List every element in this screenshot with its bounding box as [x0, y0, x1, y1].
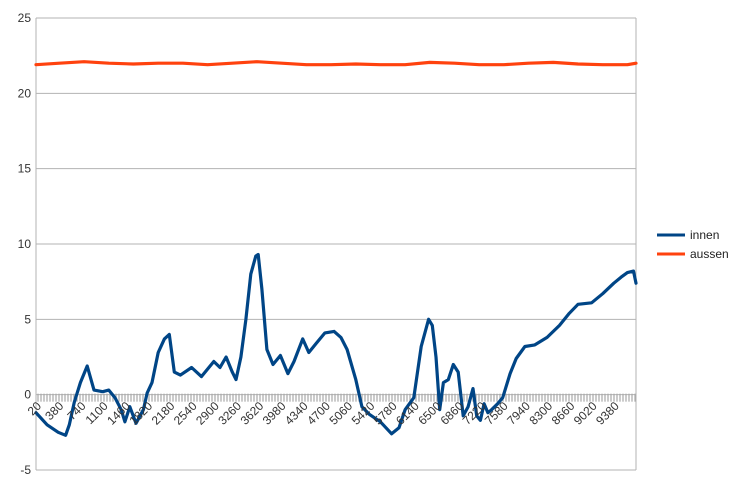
x-tick-label: 7580	[482, 399, 511, 428]
x-tick-label: 8660	[549, 399, 578, 428]
y-tick-label: 0	[24, 388, 31, 402]
x-tick-label: 6140	[393, 399, 422, 428]
series-line-innen	[34, 252, 638, 437]
y-tick-label: 25	[18, 11, 32, 25]
x-tick-label: 8300	[526, 399, 555, 428]
x-tick-label: 9380	[593, 399, 622, 428]
series-line-aussen	[34, 60, 638, 67]
x-tick-label: 3260	[215, 399, 244, 428]
x-tick-label: 7940	[504, 399, 533, 428]
x-tick-label: 2900	[193, 399, 222, 428]
x-tick-label: 380	[42, 399, 66, 423]
legend: innen aussen	[657, 228, 729, 261]
x-tick-label: 3620	[238, 399, 267, 428]
x-axis-ticks: 2038074011001460182021802540290032603620…	[25, 399, 622, 428]
x-tick-label: 3980	[260, 399, 289, 428]
legend-label-innen: innen	[690, 228, 719, 242]
y-tick-label: 10	[18, 237, 32, 251]
y-tick-label: -5	[20, 463, 31, 477]
series-layer	[34, 60, 638, 437]
y-axis-ticks: 25 20 15 10 5 0 -5	[18, 11, 32, 477]
x-tick-label: 1100	[83, 399, 111, 427]
x-tick-label: 4700	[304, 399, 333, 428]
x-tick-label: 5420	[349, 399, 378, 428]
x-tick-label: 5780	[371, 399, 400, 428]
x-axis-tick-band	[37, 393, 636, 402]
y-tick-label: 20	[18, 86, 32, 100]
x-tick-label: 5060	[326, 399, 355, 428]
x-tick-label: 1820	[126, 399, 155, 428]
grid-lines	[35, 17, 637, 471]
x-tick-label: 4340	[282, 399, 311, 428]
legend-label-aussen: aussen	[690, 247, 729, 261]
x-tick-label: 2540	[171, 399, 200, 428]
x-tick-label: 2180	[149, 399, 178, 428]
y-tick-label: 5	[24, 312, 31, 326]
x-tick-label: 9020	[571, 399, 600, 428]
y-tick-label: 15	[18, 162, 32, 176]
